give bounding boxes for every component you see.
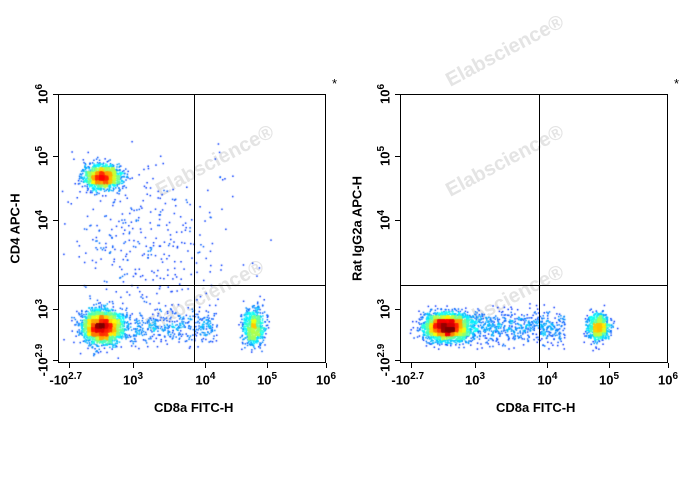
x-tick-mark — [68, 363, 70, 368]
x-tick-label: 105 — [257, 371, 277, 387]
tick-exponent: 3 — [34, 299, 45, 305]
tick-base: -10 — [391, 372, 411, 388]
tick-base: 10 — [315, 372, 331, 388]
tick-base: 10 — [123, 372, 138, 388]
tick-base: 10 — [35, 304, 51, 320]
y-tick-label: 104 — [376, 210, 392, 230]
tick-exponent: 4 — [34, 210, 45, 216]
quadrant-gate-vertical[interactable] — [193, 95, 195, 362]
y-tick-mark — [395, 309, 400, 311]
tick-base: 10 — [377, 151, 393, 166]
tick-exponent: 6 — [330, 371, 337, 382]
tick-exponent: 2.7 — [68, 371, 83, 382]
x-tick-mark — [133, 363, 135, 368]
y-tick-label: 105 — [34, 146, 50, 166]
asterisk-marker: * — [674, 76, 680, 91]
watermark: Elabscience® — [442, 10, 568, 92]
tick-exponent: 2.9 — [376, 343, 387, 358]
tick-exponent: 4 — [551, 371, 558, 382]
tick-exponent: 2.9 — [34, 343, 45, 358]
y-tick-mark — [53, 94, 58, 95]
y-tick-label: 106 — [376, 84, 392, 104]
tick-exponent: 5 — [376, 145, 387, 152]
plot-area — [58, 94, 327, 364]
tick-base: 10 — [35, 89, 51, 105]
x-tick-label: 103 — [465, 371, 485, 387]
x-tick-mark — [547, 363, 549, 368]
tick-exponent: 5 — [271, 371, 278, 382]
tick-exponent: 3 — [137, 371, 144, 382]
tick-exponent: 6 — [34, 83, 45, 90]
tick-exponent: 6 — [376, 83, 387, 90]
y-tick-mark — [395, 155, 400, 157]
x-tick-label: 105 — [599, 371, 619, 387]
y-tick-label: 103 — [34, 299, 50, 319]
tick-base: 10 — [377, 304, 393, 320]
quadrant-gate-vertical[interactable] — [538, 95, 540, 362]
x-axis-title: CD8a FITC-H — [154, 400, 234, 415]
x-axis-title: CD8a FITC-H — [496, 400, 576, 415]
x-tick-label: 103 — [123, 371, 143, 387]
y-tick-label: 105 — [376, 146, 392, 166]
tick-base: 10 — [537, 372, 552, 388]
x-tick-label: 106 — [658, 371, 678, 387]
tick-base: 10 — [377, 215, 393, 231]
tick-base: 10 — [465, 372, 480, 388]
x-tick-label: 106 — [316, 371, 336, 387]
tick-base: -10 — [377, 357, 393, 377]
tick-base: 10 — [599, 372, 614, 388]
tick-base: 10 — [35, 151, 51, 166]
y-axis-title: Rat IgG2a APC-H — [349, 175, 365, 281]
x-tick-mark — [609, 363, 611, 368]
y-tick-label: 103 — [376, 299, 392, 319]
x-tick-mark — [267, 363, 269, 368]
y-tick-mark — [395, 360, 400, 362]
y-tick-mark — [395, 94, 400, 95]
plot-area — [400, 94, 669, 364]
y-tick-mark — [53, 360, 58, 362]
tick-exponent: 5 — [34, 145, 45, 152]
x-tick-mark — [326, 363, 327, 368]
density-dots — [401, 95, 669, 364]
y-tick-mark — [395, 220, 400, 222]
y-tick-mark — [53, 309, 58, 311]
tick-exponent: 6 — [672, 371, 679, 382]
density-dots — [59, 95, 327, 364]
quadrant-gate-horizontal[interactable] — [401, 285, 667, 287]
quadrant-gate-horizontal[interactable] — [59, 285, 325, 287]
tick-base: 10 — [257, 372, 272, 388]
x-tick-mark — [410, 363, 412, 368]
tick-base: 10 — [35, 215, 51, 231]
asterisk-marker: * — [332, 76, 338, 91]
x-tick-label: 104 — [195, 371, 215, 387]
x-tick-mark — [475, 363, 477, 368]
y-tick-mark — [53, 155, 58, 157]
x-tick-label: 104 — [537, 371, 557, 387]
y-tick-label: -102.9 — [376, 344, 392, 377]
x-tick-mark — [205, 363, 207, 368]
tick-base: 10 — [195, 372, 210, 388]
x-tick-label: -102.7 — [49, 371, 82, 387]
tick-exponent: 3 — [376, 299, 387, 305]
y-tick-label: 104 — [34, 210, 50, 230]
tick-exponent: 4 — [209, 371, 216, 382]
tick-base: -10 — [35, 357, 51, 377]
tick-exponent: 2.7 — [410, 371, 425, 382]
y-tick-label: -102.9 — [34, 344, 50, 377]
tick-base: 10 — [657, 372, 673, 388]
tick-exponent: 3 — [479, 371, 486, 382]
tick-exponent: 4 — [376, 210, 387, 216]
x-tick-label: -102.7 — [391, 371, 424, 387]
y-axis-title: CD4 APC-H — [7, 192, 23, 264]
tick-exponent: 5 — [613, 371, 620, 382]
y-tick-mark — [53, 220, 58, 222]
y-tick-label: 106 — [34, 84, 50, 104]
tick-base: -10 — [49, 372, 69, 388]
tick-base: 10 — [377, 89, 393, 105]
x-tick-mark — [668, 363, 669, 368]
